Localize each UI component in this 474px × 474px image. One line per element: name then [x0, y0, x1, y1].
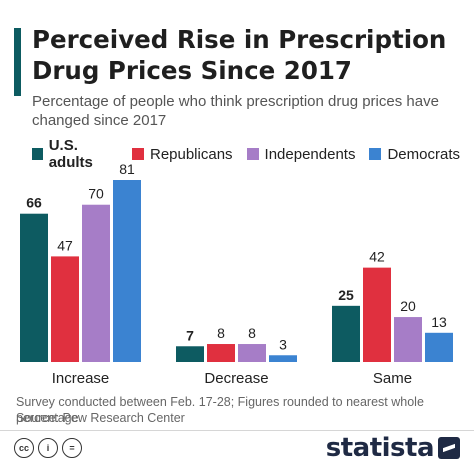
- bar: [207, 344, 235, 362]
- bar: [51, 256, 79, 362]
- data-label: 25: [338, 287, 354, 303]
- category-label: Same: [373, 370, 412, 387]
- legend-label: U.S. adults: [48, 137, 93, 171]
- chart-legend: U.S. adults Republicans Independents Democr…: [32, 137, 474, 171]
- bar: [363, 267, 391, 362]
- chart-title: Perceived Rise in Prescription Drug Pric…: [32, 25, 447, 85]
- legend-item: U.S. adults: [32, 137, 118, 171]
- bar-chart: 66 47 70 81 Increase 7 8 8 3 Decrease 25 42 20 13 Same: [20, 161, 453, 387]
- data-label: 13: [431, 314, 447, 330]
- legend-swatch: [32, 148, 43, 160]
- category-label: Increase: [52, 370, 110, 387]
- cc-icon: cc: [14, 438, 34, 458]
- data-label: 47: [57, 237, 73, 253]
- bar: [425, 332, 453, 362]
- statista-brand[interactable]: statista: [326, 433, 460, 463]
- legend-swatch: [369, 148, 382, 160]
- bar: [176, 346, 204, 362]
- data-label: 3: [279, 336, 287, 352]
- legend-swatch: [246, 148, 259, 160]
- data-label: 8: [248, 325, 256, 341]
- data-label: 7: [186, 327, 194, 343]
- data-label: 70: [88, 186, 104, 202]
- bar: [394, 317, 422, 362]
- title-accent-bar: [14, 28, 21, 96]
- bar: [269, 355, 297, 362]
- legend-label: Independents: [264, 145, 356, 163]
- legend-item: Independents: [246, 145, 356, 163]
- license-icons: cc i =: [14, 438, 86, 458]
- brand-name: statista: [325, 433, 435, 463]
- legend-swatch: [131, 148, 144, 160]
- attribution-icon: i: [38, 438, 58, 458]
- data-label: 8: [217, 325, 225, 341]
- legend-item: Democrats: [369, 146, 460, 163]
- legend-item: Republicans: [131, 145, 233, 163]
- chart-subtitle: Percentage of people who think prescript…: [32, 93, 439, 129]
- footer-note: Survey conducted between Feb. 17-28; Fig…: [16, 395, 424, 425]
- category-label: Decrease: [204, 370, 268, 387]
- legend-label: Democrats: [387, 145, 460, 163]
- data-label: 66: [26, 195, 42, 211]
- bar: [82, 204, 110, 362]
- bar: [332, 305, 360, 362]
- legend-label: Republicans: [149, 145, 233, 163]
- bar: [20, 213, 48, 362]
- data-label: 81: [119, 161, 135, 177]
- footer-divider: [0, 430, 474, 431]
- bar: [238, 344, 266, 362]
- no-derivatives-icon: =: [62, 438, 82, 458]
- data-label: 20: [400, 298, 416, 314]
- data-label: 42: [369, 249, 385, 265]
- statista-logo-icon: [438, 437, 460, 459]
- footer-source: Source: Pew Research Center: [16, 411, 185, 425]
- bar: [113, 180, 141, 362]
